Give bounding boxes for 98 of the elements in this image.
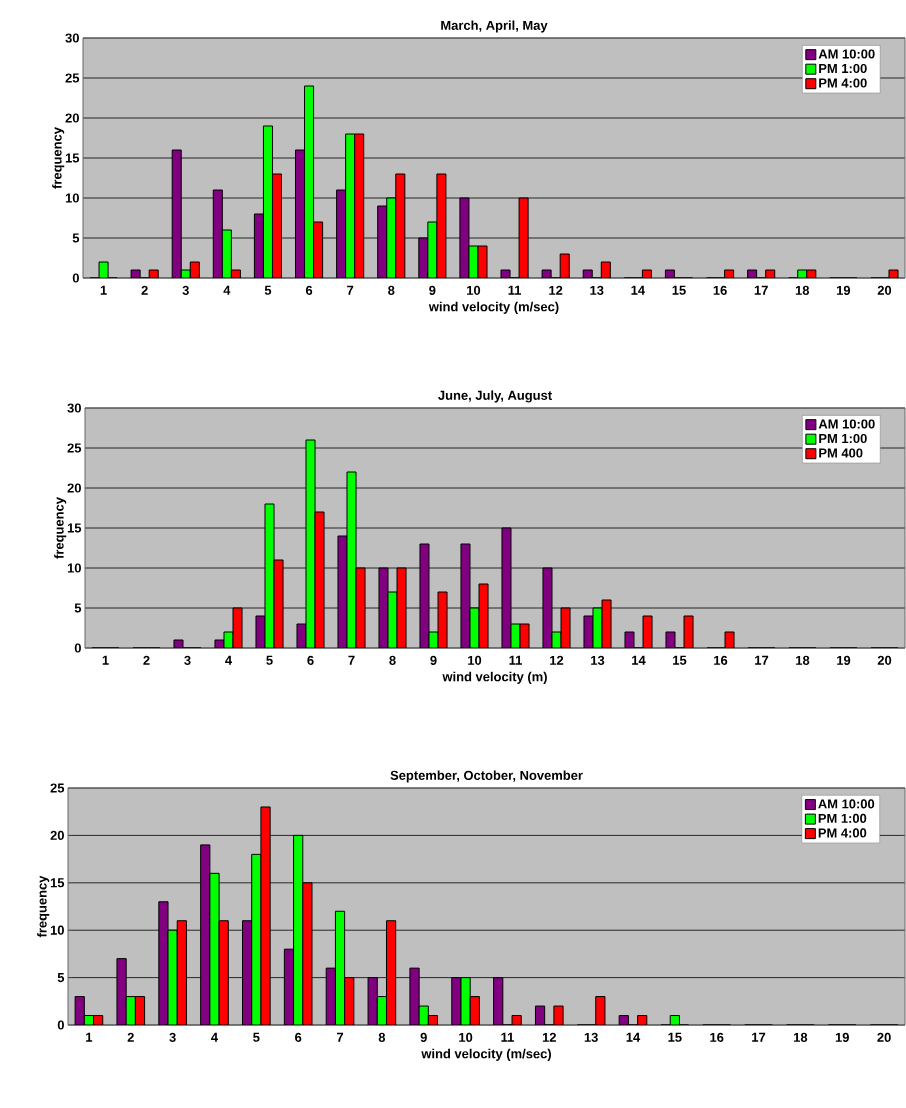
x-tick-label: 14	[632, 655, 646, 665]
x-tick-label: 20	[877, 655, 892, 665]
y-tick-label: 10	[50, 925, 64, 935]
x-tick-label: 3	[182, 285, 189, 295]
x-tick-label: 13	[590, 285, 604, 295]
legend-label: PM 1:00	[818, 813, 867, 823]
x-tick-label: 17	[754, 285, 768, 295]
x-tick-label: 16	[713, 285, 727, 295]
y-tick-label: 5	[74, 603, 82, 613]
x-tick-label: 19	[835, 1032, 849, 1042]
x-tick-label: 9	[430, 655, 437, 665]
x-tick-label: 19	[836, 285, 851, 295]
y-tick-label: 15	[50, 878, 65, 888]
x-tick-label: 8	[389, 655, 396, 665]
y-tick-label: 15	[67, 523, 82, 533]
x-tick-label: 20	[877, 1032, 891, 1042]
x-tick-label: 9	[429, 285, 436, 295]
x-tick-label: 13	[584, 1032, 598, 1042]
x-tick-label: 16	[714, 655, 728, 665]
x-tick-label: 14	[626, 1032, 641, 1042]
x-tick-label: 17	[755, 655, 769, 665]
x-tick-label: 15	[672, 285, 686, 295]
x-tick-label: 15	[673, 655, 687, 665]
y-tick-label: 5	[57, 973, 65, 983]
x-tick-label: 10	[467, 285, 481, 295]
x-tick-label: 12	[542, 1032, 556, 1042]
x-tick-label: 4	[223, 285, 231, 295]
y-tick-label: 20	[67, 483, 81, 493]
x-tick-label: 3	[184, 655, 191, 665]
y-tick-label: 0	[72, 273, 79, 283]
x-tick-label: 7	[347, 285, 354, 295]
x-tick-label: 1	[86, 1032, 93, 1042]
x-tick-label: 10	[468, 655, 482, 665]
x-tick-label: 6	[295, 1032, 302, 1042]
y-tick-label: 5	[72, 233, 80, 243]
x-tick-label: 5	[266, 655, 273, 665]
x-tick-label: 6	[305, 285, 313, 295]
legend-label: AM 10:00	[818, 419, 875, 429]
y-axis-title: frequency	[54, 497, 67, 559]
x-tick-label: 18	[795, 285, 810, 295]
x-tick-label: 6	[307, 655, 314, 665]
x-tick-label: 2	[141, 285, 148, 295]
x-tick-label: 8	[378, 1032, 386, 1042]
x-tick-label: 1	[100, 285, 107, 295]
x-tick-label: 4	[225, 655, 233, 665]
x-tick-label: 11	[509, 655, 522, 665]
legend-label: PM 1:00	[819, 433, 867, 444]
x-tick-label: 12	[550, 655, 564, 665]
y-tick-label: 25	[50, 783, 65, 793]
x-tick-label: 4	[211, 1032, 219, 1042]
x-tick-label: 15	[668, 1032, 682, 1042]
y-axis-title: frequency	[52, 127, 65, 189]
x-axis-title: wind velocity (m/sec)	[421, 1048, 551, 1061]
x-axis-title: wind velocity (m)	[442, 671, 547, 684]
x-tick-label: 1	[102, 655, 109, 665]
x-tick-label: 18	[793, 1032, 808, 1042]
x-tick-label: 2	[143, 655, 150, 665]
legend-label: PM 400	[819, 448, 863, 458]
y-tick-label: 30	[65, 33, 79, 43]
legend-label: AM 10:00	[818, 799, 875, 809]
x-tick-label: 20	[877, 285, 892, 295]
y-tick-label: 20	[50, 830, 64, 840]
y-axis-title: frequency	[37, 875, 50, 938]
x-tick-label: 11	[501, 1032, 514, 1042]
x-tick-label: 3	[169, 1032, 176, 1042]
legend-label: PM 4:00	[818, 828, 867, 838]
legend-label: AM 10:00	[818, 49, 875, 59]
x-tick-label: 17	[752, 1032, 766, 1042]
x-tick-label: 12	[549, 285, 563, 295]
y-tick-label: 20	[65, 113, 79, 123]
x-tick-label: 5	[253, 1032, 260, 1042]
x-tick-label: 11	[508, 285, 522, 295]
x-tick-label: 13	[591, 655, 605, 665]
chart-title: March, April, May	[441, 20, 548, 33]
y-tick-label: 25	[65, 73, 80, 83]
x-tick-label: 7	[336, 1032, 344, 1042]
legend-label: PM 4:00	[819, 78, 867, 88]
chart-title: September, October, November	[390, 770, 583, 783]
x-tick-label: 16	[710, 1032, 724, 1042]
y-tick-label: 25	[67, 443, 82, 453]
x-tick-label: 18	[796, 655, 810, 665]
chart-title: June, July, August	[438, 390, 552, 403]
y-tick-label: 10	[67, 563, 81, 573]
y-tick-label: 10	[65, 193, 79, 203]
x-tick-label: 2	[127, 1032, 134, 1042]
x-tick-label: 5	[264, 285, 272, 295]
y-tick-label: 15	[65, 153, 80, 163]
y-tick-label: 30	[67, 403, 81, 413]
x-tick-label: 9	[420, 1032, 427, 1042]
legend-label: PM 1:00	[819, 63, 867, 74]
x-tick-label: 8	[388, 285, 395, 295]
x-tick-label: 19	[837, 655, 851, 665]
x-tick-label: 7	[348, 655, 355, 665]
y-tick-label: 0	[57, 1020, 64, 1030]
x-tick-label: 14	[631, 285, 645, 295]
x-tick-label: 10	[459, 1032, 473, 1042]
x-axis-title: wind velocity (m/sec)	[428, 301, 559, 314]
y-tick-label: 0	[74, 643, 81, 653]
